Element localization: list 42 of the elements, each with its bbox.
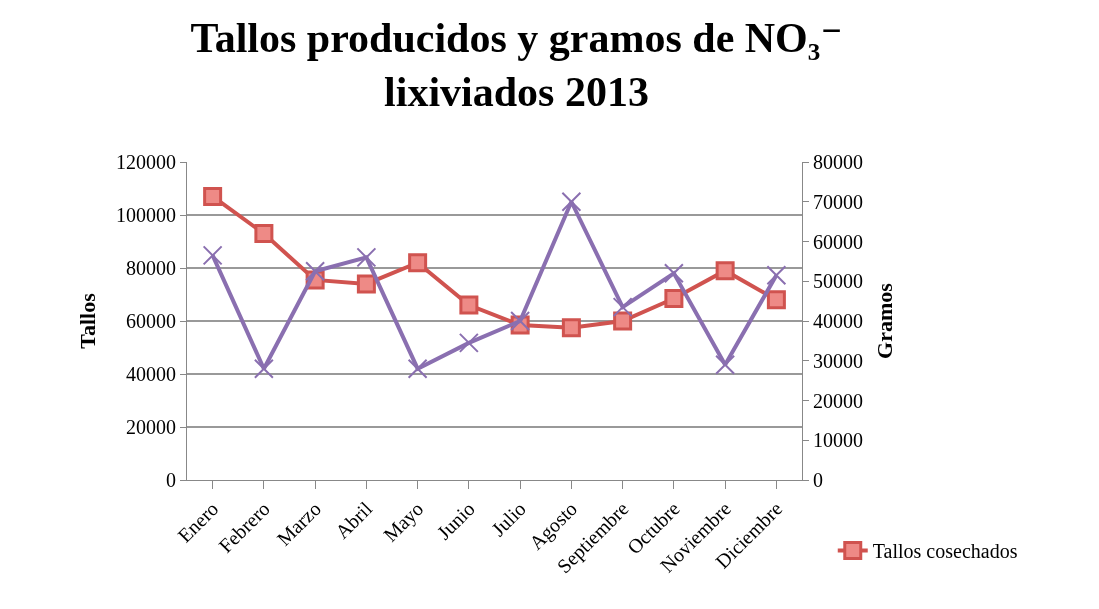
y-tick-label: 40000 bbox=[126, 363, 176, 385]
point bbox=[253, 358, 274, 379]
point bbox=[202, 245, 223, 266]
y2-tick-label: 40000 bbox=[813, 310, 863, 332]
point bbox=[407, 358, 428, 379]
point bbox=[305, 261, 326, 282]
point bbox=[458, 332, 479, 353]
point bbox=[356, 274, 376, 294]
y-axis-title: Tallos bbox=[74, 292, 100, 349]
y-tick-label: 60000 bbox=[126, 310, 176, 332]
y2-tick-label: 70000 bbox=[813, 190, 863, 213]
point bbox=[766, 265, 787, 286]
point bbox=[715, 261, 735, 281]
y2-tick-label: 50000 bbox=[813, 270, 863, 293]
y2-tick-label: 60000 bbox=[813, 230, 863, 253]
y-tick-label: 20000 bbox=[126, 416, 176, 438]
y-tick-label: 120000 bbox=[116, 151, 176, 173]
point bbox=[664, 288, 684, 308]
point bbox=[356, 247, 377, 268]
point bbox=[408, 253, 428, 273]
point bbox=[715, 354, 736, 375]
point bbox=[612, 297, 633, 318]
y2-tick-label: 20000 bbox=[813, 389, 863, 412]
point bbox=[613, 311, 633, 331]
point bbox=[561, 318, 581, 338]
point bbox=[203, 186, 223, 206]
chart-title: Tallos producidos y gramos de NO₃⁻ lixiviados 2013 bbox=[190, 14, 843, 116]
y-tick-label: 100000 bbox=[116, 204, 176, 226]
point bbox=[663, 263, 684, 284]
y-tick-label: 80000 bbox=[126, 257, 176, 279]
x-tick-label: Julio bbox=[486, 497, 531, 541]
point bbox=[766, 290, 786, 310]
point bbox=[254, 224, 274, 244]
y-tick-label: 0 bbox=[166, 469, 176, 491]
point bbox=[459, 295, 479, 315]
y2-tick-label: 10000 bbox=[813, 429, 863, 452]
y2-tick-label: 80000 bbox=[813, 151, 863, 173]
y2-axis-title: Gramos bbox=[871, 282, 897, 359]
y2-tick-label: 30000 bbox=[813, 349, 863, 372]
y2-tick-label: 0 bbox=[813, 469, 823, 491]
point bbox=[561, 191, 582, 212]
legend-label: Tallos cosechados bbox=[872, 540, 1018, 563]
